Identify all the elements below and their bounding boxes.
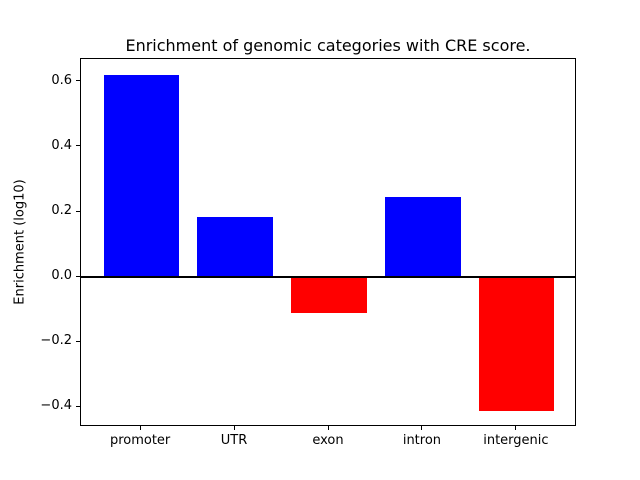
y-tick-mark <box>76 145 80 147</box>
y-tick-mark <box>76 275 80 277</box>
y-tick-mark <box>76 80 80 82</box>
bar-exon <box>291 277 367 313</box>
bar-intron <box>385 197 461 278</box>
bar-utr <box>197 216 273 278</box>
y-tick-mark <box>76 210 80 212</box>
y-axis-label: Enrichment (log10) <box>12 179 28 305</box>
y-tick-mark <box>76 405 80 407</box>
y-tick-label: 0.0 <box>51 268 72 284</box>
zero-line <box>81 276 575 279</box>
y-tick-label: −0.2 <box>40 333 72 349</box>
y-tick-label: 0.6 <box>51 72 72 88</box>
y-tick-mark <box>76 340 80 342</box>
plot-area <box>80 58 576 426</box>
bar-intergenic <box>479 277 555 411</box>
x-tick-label: intron <box>402 433 442 448</box>
y-tick-label: 0.4 <box>51 137 72 153</box>
x-tick-label: exon <box>312 433 344 448</box>
y-tick-label: −0.4 <box>40 398 72 414</box>
y-tick-label: 0.2 <box>51 203 72 219</box>
x-tick-mark <box>421 426 423 430</box>
x-tick-mark <box>139 426 141 430</box>
x-tick-mark <box>515 426 517 430</box>
chart-title: Enrichment of genomic categories with CR… <box>125 36 531 55</box>
bar-promoter <box>103 75 179 278</box>
x-tick-label: UTR <box>220 433 248 448</box>
x-tick-mark <box>233 426 235 430</box>
x-tick-label: intergenic <box>483 433 549 448</box>
x-tick-mark <box>327 426 329 430</box>
x-tick-label: promoter <box>109 433 171 448</box>
